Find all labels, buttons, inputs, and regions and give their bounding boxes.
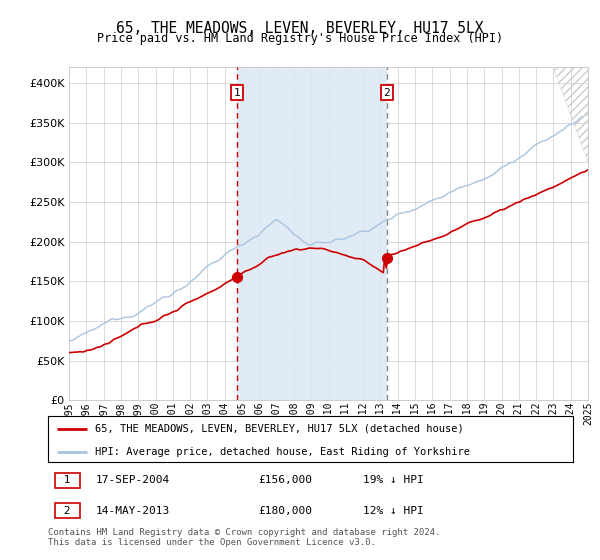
Text: 17-SEP-2004: 17-SEP-2004 — [95, 475, 170, 485]
Text: £180,000: £180,000 — [258, 506, 312, 516]
Text: Contains HM Land Registry data © Crown copyright and database right 2024.
This d: Contains HM Land Registry data © Crown c… — [48, 528, 440, 547]
Text: 1: 1 — [58, 475, 78, 485]
Text: 65, THE MEADOWS, LEVEN, BEVERLEY, HU17 5LX (detached house): 65, THE MEADOWS, LEVEN, BEVERLEY, HU17 5… — [95, 424, 464, 434]
Text: 2: 2 — [383, 87, 390, 97]
Text: HPI: Average price, detached house, East Riding of Yorkshire: HPI: Average price, detached house, East… — [95, 447, 470, 457]
Text: 2: 2 — [58, 506, 78, 516]
Text: 1: 1 — [233, 87, 241, 97]
Text: 19% ↓ HPI: 19% ↓ HPI — [363, 475, 424, 485]
Bar — [237, 67, 387, 400]
Text: 12% ↓ HPI: 12% ↓ HPI — [363, 506, 424, 516]
Text: 65, THE MEADOWS, LEVEN, BEVERLEY, HU17 5LX: 65, THE MEADOWS, LEVEN, BEVERLEY, HU17 5… — [116, 21, 484, 36]
Text: £156,000: £156,000 — [258, 475, 312, 485]
Text: Price paid vs. HM Land Registry's House Price Index (HPI): Price paid vs. HM Land Registry's House … — [97, 32, 503, 45]
Text: 14-MAY-2013: 14-MAY-2013 — [95, 506, 170, 516]
